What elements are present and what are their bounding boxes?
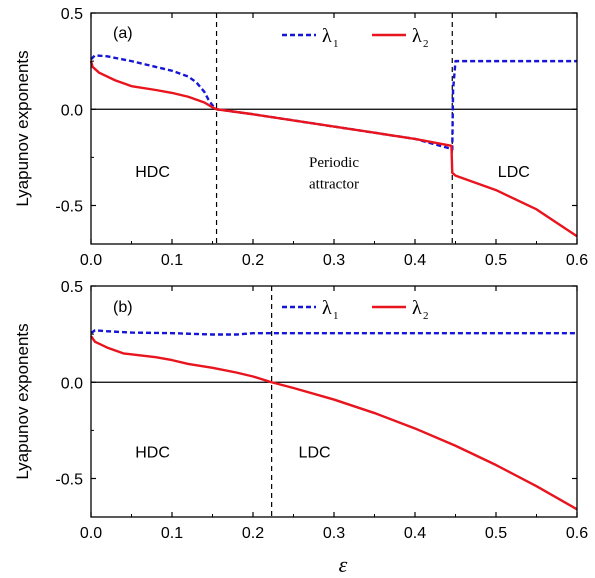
y-tick-label: 0.5: [61, 279, 83, 296]
legend-label-2: λ: [412, 297, 422, 319]
region-label: HDC: [135, 164, 170, 181]
legend-label-2: λ: [412, 25, 422, 47]
series-line-1: [90, 329, 577, 336]
x-tick-label: 0.4: [404, 252, 426, 269]
x-axis-label: ε: [339, 552, 348, 577]
x-tick-label: 0.6: [566, 252, 588, 269]
x-tick-label: 0.1: [161, 525, 183, 542]
panels-group: 0.0 0.1 0.2 0.3 0.4 0.5 0.6 -0.5 0.0 0.5 Lyapunov …: [13, 6, 588, 542]
x-tick-label: 0.3: [323, 525, 345, 542]
x-tick-label: 0.4: [404, 525, 426, 542]
y-tick-label: -0.5: [55, 472, 83, 489]
legend-label-1: λ: [322, 25, 332, 47]
x-tick-label: 0.2: [242, 252, 264, 269]
x-tick-label: 0.5: [485, 525, 507, 542]
x-tick-label: 0.0: [80, 252, 102, 269]
x-tick-label: 0.5: [485, 252, 507, 269]
x-tick-label: 0.6: [566, 525, 588, 542]
series-line-1: [90, 54, 577, 151]
y-tick-label: 0.5: [61, 6, 83, 23]
y-axis-label: Lyapunov exponents: [13, 50, 32, 206]
x-tick-label: 0.0: [80, 525, 102, 542]
series-line-2: [89, 60, 578, 238]
region-label: LDC: [299, 445, 331, 462]
legend-subscript-2: 2: [423, 38, 429, 50]
region-label: HDC: [135, 445, 170, 462]
region-label: attractor: [309, 176, 359, 192]
x-tick-label: 0.1: [161, 252, 183, 269]
series-line-2: [90, 335, 578, 511]
x-tick-label: 0.2: [242, 525, 264, 542]
legend-subscript-1: 1: [333, 310, 339, 322]
x-tick-label: 0.3: [323, 252, 345, 269]
panel-label: (a): [113, 25, 133, 42]
legend-subscript-2: 2: [423, 310, 429, 322]
y-tick-label: 0.0: [61, 375, 83, 392]
y-axis-label: Lyapunov exponents: [13, 323, 32, 479]
region-label: LDC: [498, 164, 530, 181]
legend-subscript-1: 1: [333, 38, 339, 50]
y-tick-label: 0.0: [61, 102, 83, 119]
panel-a: 0.0 0.1 0.2 0.3 0.4 0.5 0.6 -0.5 0.0 0.5 Lyapunov …: [13, 6, 588, 269]
legend-label-1: λ: [322, 297, 332, 319]
y-tick-label: -0.5: [55, 199, 83, 216]
panel-label: (b): [113, 299, 133, 316]
panel-b: 0.0 0.1 0.2 0.3 0.4 0.5 0.6 -0.5 0.0 0.5 Lyapunov …: [13, 279, 588, 542]
region-label: Periodic: [309, 155, 359, 171]
